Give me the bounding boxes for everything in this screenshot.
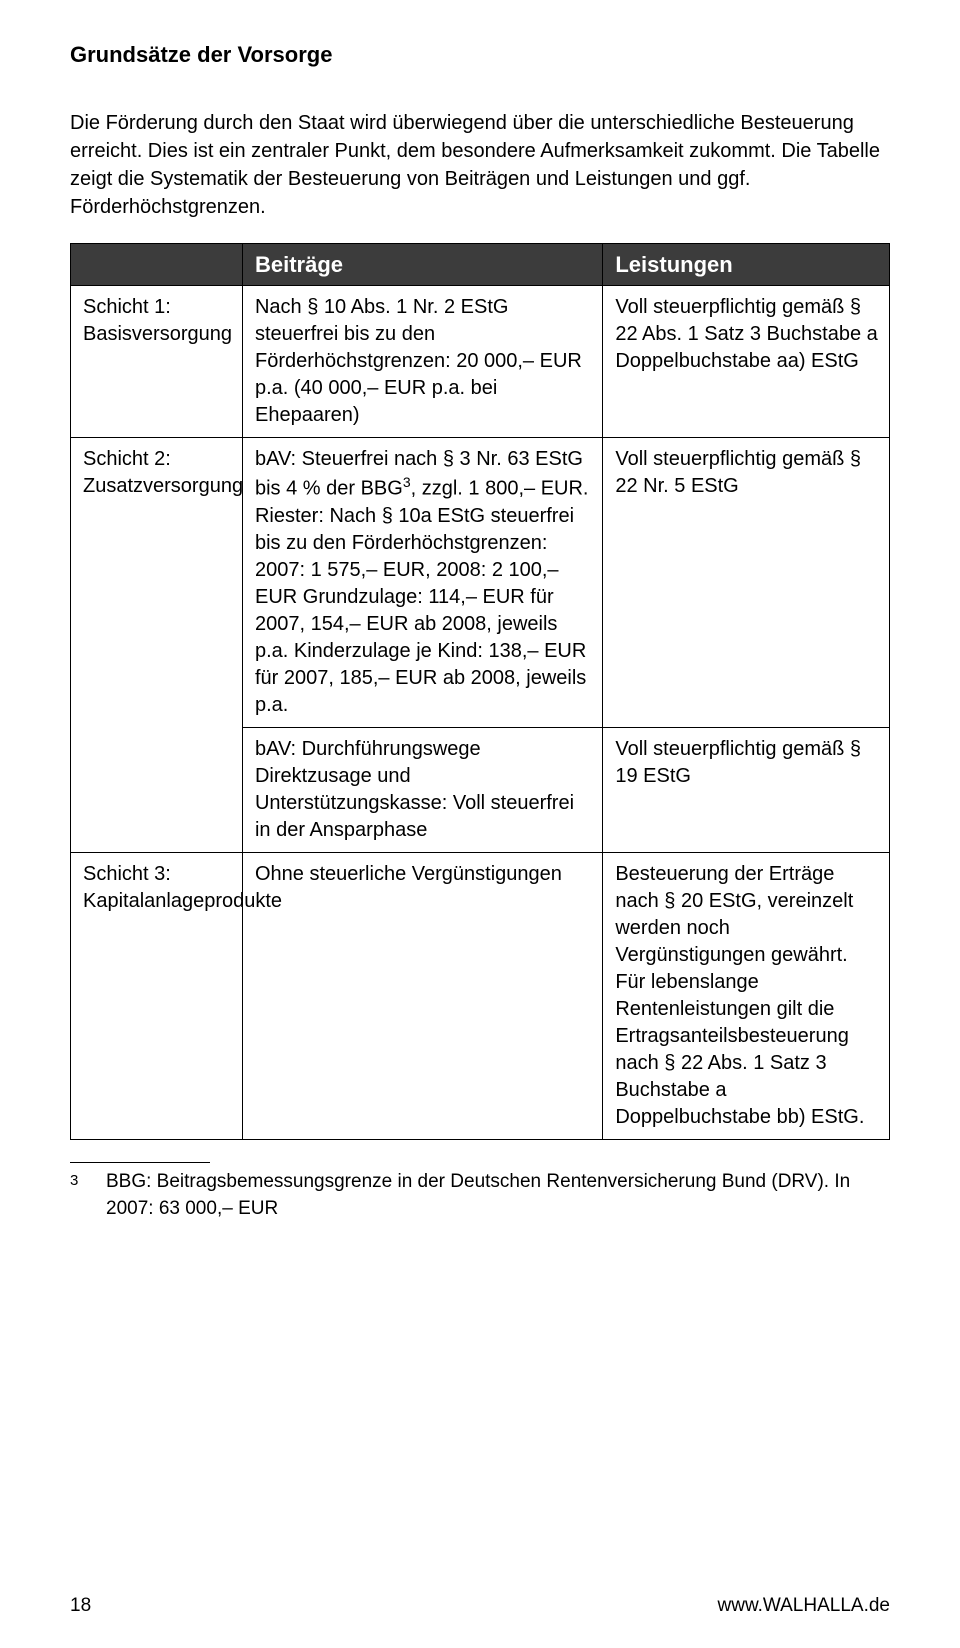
footnote: 3 BBG: Beitragsbemessungsgrenze in der D… bbox=[70, 1169, 890, 1222]
page-footer: 18 www.WALHALLA.de bbox=[70, 1593, 890, 1620]
row-cell: bAV: Durchführungswege Direktzusage und … bbox=[242, 728, 602, 853]
row-label: Schicht 1: Basisversorgung bbox=[71, 286, 243, 438]
footnote-marker: 3 bbox=[70, 1169, 106, 1222]
table-head-beitraege: Beiträge bbox=[242, 243, 602, 286]
intro-paragraph: Die Förderung durch den Staat wird überw… bbox=[70, 109, 890, 221]
row-cell: Ohne steuerliche Vergünstigungen bbox=[242, 853, 602, 1140]
row-cell: Voll steuerpflichtig gemäß § 19 EStG bbox=[603, 728, 890, 853]
row-label: Schicht 3: Kapitalanlageprodukte bbox=[71, 853, 243, 1140]
table-row: Schicht 3: Kapitalanlageprodukte Ohne st… bbox=[71, 853, 890, 1140]
page-title: Grundsätze der Vorsorge bbox=[70, 40, 890, 71]
footnote-text: BBG: Beitragsbemessungsgrenze in der Deu… bbox=[106, 1169, 890, 1222]
row-cell: Nach § 10 Abs. 1 Nr. 2 EStG steuerfrei b… bbox=[242, 286, 602, 438]
row-cell: Voll steuerpflichtig gemäß § 22 Nr. 5 ES… bbox=[603, 438, 890, 728]
table-row: Schicht 2: Zusatzversorgung bAV: Steuerf… bbox=[71, 438, 890, 728]
table-head-blank bbox=[71, 243, 243, 286]
row-cell: Besteuerung der Erträge nach § 20 EStG, … bbox=[603, 853, 890, 1140]
table-head-leistungen: Leistungen bbox=[603, 243, 890, 286]
footnote-separator bbox=[70, 1162, 210, 1163]
page-number: 18 bbox=[70, 1593, 91, 1620]
row-cell: bAV: Steuerfrei nach § 3 Nr. 63 EStG bis… bbox=[242, 438, 602, 728]
footer-url: www.WALHALLA.de bbox=[718, 1593, 890, 1620]
row-label: Schicht 2: Zusatzversorgung bbox=[71, 438, 243, 853]
tax-table: Beiträge Leistungen Schicht 1: Basisvers… bbox=[70, 243, 890, 1140]
row-cell: Voll steuerpflichtig gemäß § 22 Abs. 1 S… bbox=[603, 286, 890, 438]
table-row: Schicht 1: Basisversorgung Nach § 10 Abs… bbox=[71, 286, 890, 438]
